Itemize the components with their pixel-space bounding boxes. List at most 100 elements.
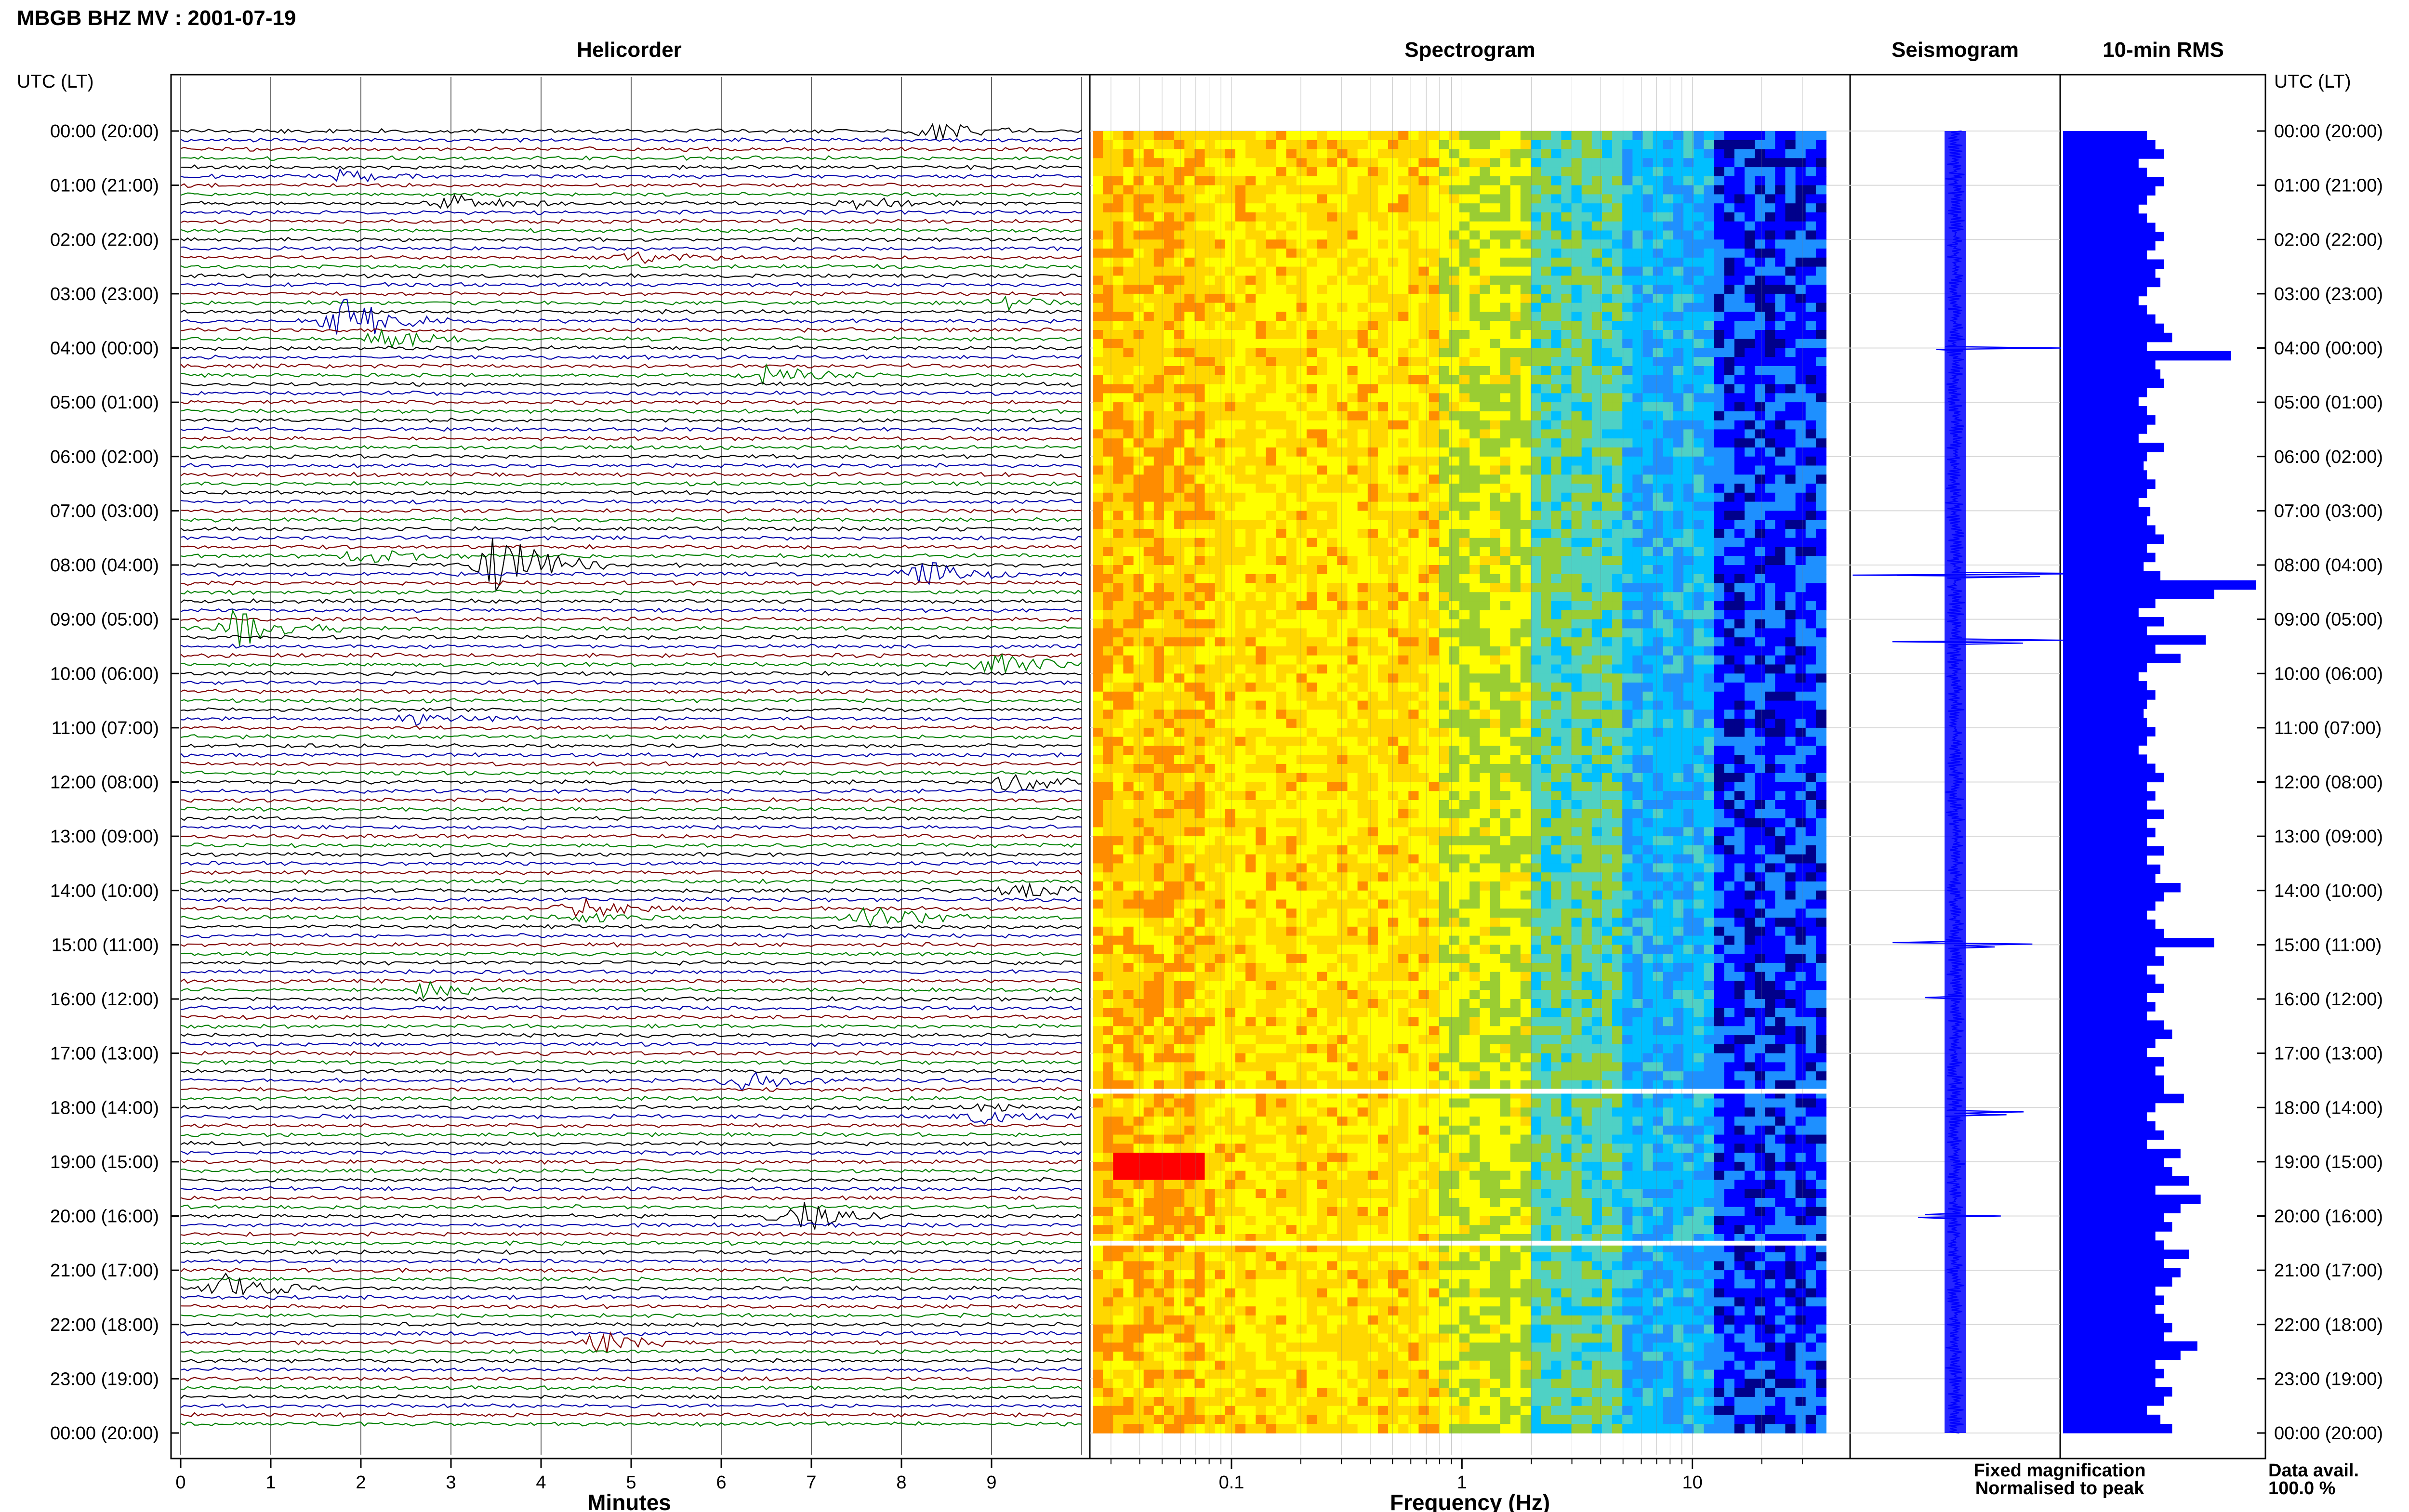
spectrogram-cell: [1164, 402, 1175, 412]
spectrogram-cell: [1531, 357, 1541, 367]
spectrogram-cell: [1377, 411, 1389, 421]
spectrogram-cell: [1704, 691, 1715, 701]
spectrogram-cell: [1591, 393, 1602, 403]
spectrogram-cell: [1143, 601, 1154, 611]
helicorder-trace: [180, 852, 1082, 857]
spectrogram-cell: [1286, 176, 1297, 186]
spectrogram-cell: [1571, 330, 1582, 340]
spectrogram-cell: [1744, 167, 1755, 177]
spectrogram-cell: [1520, 628, 1531, 638]
spectrogram-cell: [1744, 384, 1755, 394]
helicorder-trace: [180, 489, 1082, 496]
spectrogram-cell: [1113, 683, 1124, 692]
spectrogram-cell: [1724, 465, 1735, 475]
spectrogram-cell: [1286, 293, 1297, 303]
spectrogram-cell: [1520, 312, 1531, 321]
spectrogram-cell: [1724, 321, 1735, 330]
spectrogram-cell: [1093, 583, 1103, 593]
spectrogram-cell: [1367, 673, 1378, 683]
spectrogram-cell: [1429, 438, 1440, 448]
spectrogram-cell: [1276, 438, 1287, 448]
spectrogram-cell: [1194, 149, 1205, 159]
spectrogram-cell: [1133, 637, 1144, 647]
spectrogram-cell: [1490, 556, 1501, 565]
helicorder-x-tick-label: 6: [716, 1473, 726, 1493]
spectrogram-cell: [1113, 393, 1124, 403]
spectrogram-cell: [1306, 511, 1317, 520]
spectrogram-cell: [1612, 212, 1623, 222]
spectrogram-cell: [1327, 710, 1338, 719]
spectrogram-cell: [1327, 700, 1338, 710]
spectrogram-cell: [1612, 230, 1623, 240]
spectrogram-cell: [1256, 511, 1267, 520]
spectrogram-cell: [1449, 484, 1460, 493]
spectrogram-cell: [1704, 375, 1715, 385]
spectrogram-cell: [1622, 710, 1633, 719]
spectrogram-cell: [1235, 474, 1246, 484]
spectrogram-cell: [1235, 411, 1246, 421]
spectrogram-cell: [1815, 691, 1827, 701]
spectrogram-cell: [1204, 302, 1216, 313]
spectrogram-cell: [1663, 312, 1674, 321]
spectrogram-cell: [1724, 520, 1735, 529]
spectrogram-cell: [1520, 710, 1531, 719]
spectrogram-cell: [1194, 302, 1205, 313]
spectrogram-cell: [1632, 474, 1643, 484]
spectrogram-cell: [1367, 221, 1378, 231]
spectrogram-cell: [1775, 691, 1786, 701]
spectrogram-cell: [1429, 230, 1440, 240]
spectrogram-cell: [1103, 266, 1113, 276]
spectrogram-cell: [1541, 167, 1551, 177]
spectrogram-cell: [1531, 366, 1541, 376]
spectrogram-cell: [1388, 574, 1399, 584]
spectrogram-cell: [1174, 710, 1185, 719]
spectrogram-cell: [1683, 628, 1694, 638]
spectrogram-cell: [1571, 402, 1582, 412]
spectrogram-cell: [1215, 520, 1226, 529]
spectrogram-cell: [1306, 149, 1317, 159]
spectrogram-cell: [1123, 212, 1134, 222]
spectrogram-cell: [1204, 411, 1216, 421]
spectrogram-cell: [1765, 511, 1776, 520]
spectrogram-cell: [1663, 610, 1674, 620]
spectrogram-cell: [1765, 302, 1776, 313]
spectrogram-cell: [1500, 520, 1511, 529]
spectrogram-cell: [1429, 167, 1440, 177]
spectrogram-cell: [1204, 266, 1216, 276]
spectrogram-cell: [1377, 501, 1389, 512]
spectrogram-cell: [1805, 420, 1816, 430]
spectrogram-cell: [1704, 700, 1715, 710]
spectrogram-cell: [1612, 664, 1623, 674]
spectrogram-cell: [1805, 700, 1816, 710]
spectrogram-cell: [1704, 465, 1715, 475]
spectrogram-cell: [1245, 330, 1256, 340]
spectrogram-cell: [1235, 149, 1246, 159]
spectrogram-cell: [1571, 140, 1582, 150]
spectrogram-cell: [1622, 276, 1633, 285]
spectrogram-cell: [1642, 528, 1654, 539]
spectrogram-cell: [1714, 293, 1725, 303]
spectrogram-cell: [1367, 266, 1378, 276]
spectrogram-cell: [1337, 321, 1348, 330]
spectrogram-cell: [1439, 276, 1450, 285]
spectrogram-cell: [1357, 321, 1368, 330]
spectrogram-cell: [1337, 429, 1348, 439]
spectrogram-cell: [1500, 528, 1511, 539]
helicorder-trace: [180, 671, 1082, 676]
spectrogram-cell: [1775, 673, 1786, 683]
spectrogram-cell: [1347, 420, 1358, 430]
spectrogram-cell: [1704, 438, 1715, 448]
spectrogram-cell: [1520, 158, 1531, 168]
spectrogram-cell: [1174, 339, 1185, 349]
spectrogram-cell: [1480, 574, 1491, 584]
spectrogram-cell: [1113, 583, 1124, 593]
spectrogram-cell: [1113, 655, 1124, 665]
spectrogram-cell: [1510, 266, 1521, 276]
spectrogram-cell: [1429, 176, 1440, 186]
spectrogram-cell: [1418, 583, 1430, 593]
spectrogram-cell: [1469, 429, 1480, 439]
spectrogram-cell: [1327, 465, 1338, 475]
spectrogram-cell: [1266, 465, 1277, 475]
spectrogram-cell: [1276, 574, 1287, 584]
spectrogram-cell: [1581, 501, 1592, 512]
